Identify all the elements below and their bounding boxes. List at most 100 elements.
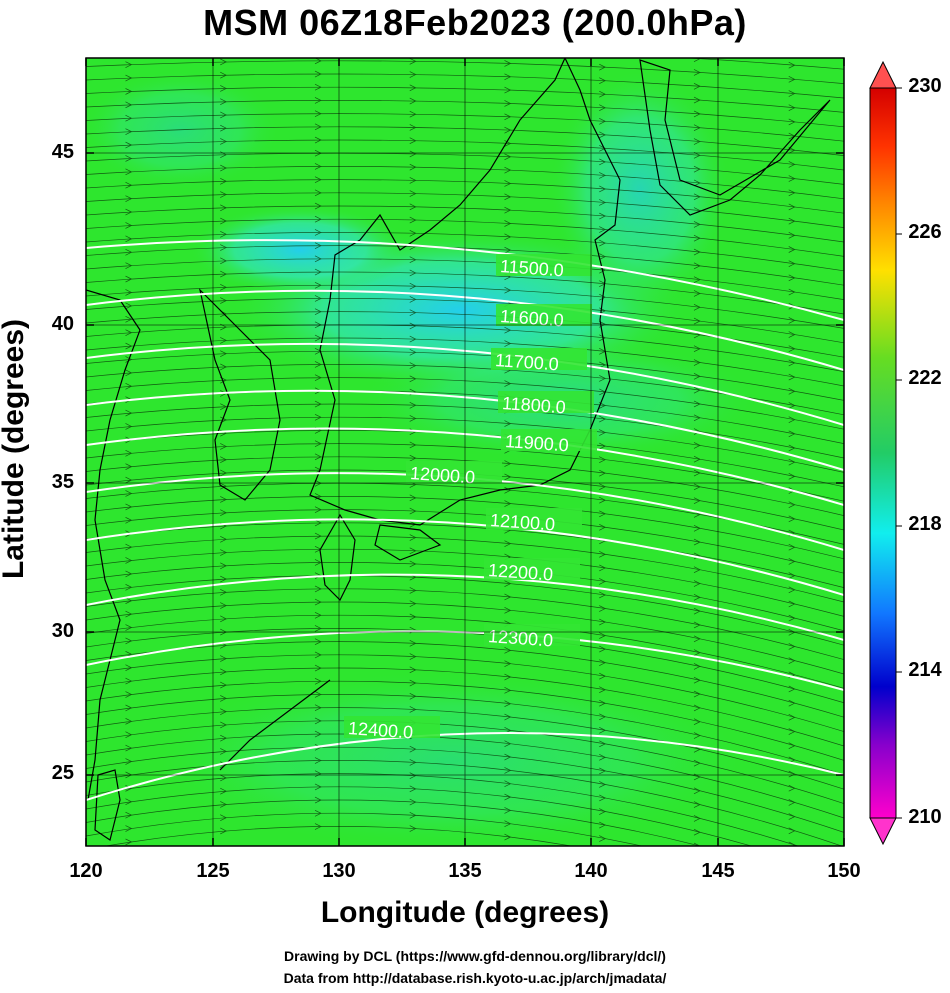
wind-arrow xyxy=(409,785,417,793)
wind-arrow xyxy=(314,334,322,342)
wind-arrow xyxy=(409,666,417,674)
wind-arrow xyxy=(314,163,322,170)
wind-arrow xyxy=(409,507,417,515)
contour-label: 11600.0 xyxy=(499,306,564,330)
wind-arrow xyxy=(693,704,701,712)
y-tick-label: 45 xyxy=(51,141,74,163)
wind-arrow xyxy=(693,110,701,118)
wind-arrow xyxy=(693,400,701,408)
wind-arrow xyxy=(788,217,796,225)
wind-arrow xyxy=(788,416,796,423)
x-tick-label: 135 xyxy=(448,860,482,882)
wind-arrow xyxy=(125,664,133,672)
x-tick-label: 145 xyxy=(701,860,735,882)
wind-arrow xyxy=(314,559,322,566)
x-tick-label: 130 xyxy=(322,860,356,882)
wind-arrow xyxy=(220,668,228,676)
contour-label-bg xyxy=(501,429,597,451)
wind-arrow xyxy=(314,466,322,474)
wind-arrow xyxy=(125,516,133,524)
wind-arrow xyxy=(314,598,322,606)
wind-arrow xyxy=(125,262,133,269)
wind-arrow xyxy=(409,137,417,145)
wind-arrow xyxy=(314,625,322,632)
x-tick-label: 150 xyxy=(827,860,861,882)
wind-arrow xyxy=(314,83,322,91)
wind-arrow xyxy=(693,221,701,228)
wind-arrow xyxy=(125,195,133,202)
contour-labels: 11500.011600.011700.011800.011900.012000… xyxy=(344,254,597,743)
wind-arrow xyxy=(504,740,512,748)
wind-arrow xyxy=(788,714,796,721)
wind-arrow xyxy=(693,138,701,145)
contour-label-bg xyxy=(496,304,592,326)
wind-arrow xyxy=(314,374,322,381)
x-tick-label: 120 xyxy=(69,860,103,882)
wind-arrow xyxy=(693,676,701,684)
wind-arrow xyxy=(693,290,701,297)
wind-arrow xyxy=(220,655,228,662)
wind-arrow xyxy=(504,73,512,81)
colorbar-min-arrow xyxy=(869,817,897,846)
wind-arrow xyxy=(314,743,322,751)
wind-arrow xyxy=(599,632,607,639)
wind-arrow xyxy=(504,380,512,387)
contour-label-bg xyxy=(406,461,502,483)
wind-arrow xyxy=(788,473,796,480)
wind-arrow xyxy=(788,586,796,594)
wind-arrow xyxy=(220,734,228,742)
wind-arrow xyxy=(125,168,133,176)
wind-arrow xyxy=(125,476,133,484)
wind-arrow xyxy=(599,442,607,450)
wind-arrow xyxy=(788,728,796,735)
wind-arrow xyxy=(788,600,796,608)
colorbar-tick-label: 218 xyxy=(908,513,942,535)
y-tick-label: 25 xyxy=(51,762,74,784)
wind-arrow xyxy=(504,647,512,654)
wind-arrow xyxy=(220,469,228,477)
wind-arrow xyxy=(409,150,417,158)
wind-arrow xyxy=(504,753,512,761)
wind-arrow xyxy=(788,345,796,353)
wind-arrow xyxy=(125,74,133,82)
wind-arrow xyxy=(314,770,322,778)
wind-arrow xyxy=(409,454,417,462)
wind-arrow xyxy=(220,138,228,145)
wind-arrow xyxy=(599,686,607,694)
wind-arrow xyxy=(693,165,701,173)
wind-arrow xyxy=(125,235,133,243)
wind-arrow xyxy=(220,111,228,119)
wind-arrow xyxy=(599,754,607,761)
wind-arrow xyxy=(220,46,226,52)
wind-arrow xyxy=(409,679,417,687)
wind-arrow xyxy=(220,177,228,185)
wind-arrow xyxy=(599,835,607,842)
wind-arrow xyxy=(220,509,228,517)
wind-arrow xyxy=(504,807,512,814)
wind-arrow xyxy=(409,296,417,303)
wind-arrow xyxy=(220,695,228,702)
wind-arrow xyxy=(220,337,228,344)
colorbar-tick-label: 226 xyxy=(908,221,942,243)
wind-arrow xyxy=(314,677,322,685)
wind-arrow xyxy=(314,506,322,513)
wind-arrow xyxy=(504,206,512,214)
wind-arrow xyxy=(788,359,796,367)
wind-arrow xyxy=(125,114,133,122)
wind-arrow xyxy=(409,71,417,78)
wind-arrow xyxy=(504,820,512,828)
wind-arrow xyxy=(314,176,322,183)
wind-arrow xyxy=(693,649,701,656)
wind-arrow xyxy=(788,813,796,820)
wind-arrow xyxy=(693,538,701,546)
wind-arrow xyxy=(599,266,607,274)
wind-arrow xyxy=(599,591,607,599)
wind-arrow xyxy=(125,624,133,631)
wind-arrow xyxy=(788,331,796,338)
wind-arrow xyxy=(693,234,701,242)
wind-arrow xyxy=(599,212,607,220)
wind-arrow xyxy=(314,242,322,249)
wind-arrow xyxy=(599,523,607,531)
wind-arrow xyxy=(125,785,133,792)
wind-arrow xyxy=(788,175,796,182)
